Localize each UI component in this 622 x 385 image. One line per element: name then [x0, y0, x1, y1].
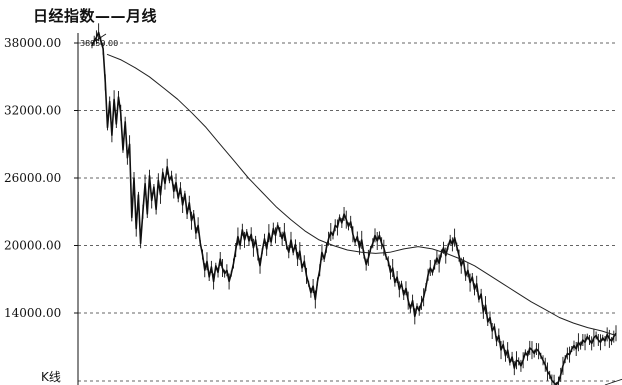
series-group [91, 23, 617, 385]
chart-title: 日经指数——月线 [33, 7, 158, 25]
y-tick-label: 32000.00 [4, 104, 61, 118]
low-leader-line [604, 378, 622, 385]
y-tick-label: 38000.00 [4, 36, 61, 50]
price-series-line [91, 31, 617, 385]
peak-annotation: 38950.00 [80, 39, 118, 48]
y-tick-label: 14000.00 [4, 306, 61, 320]
y-tick-labels: 38000.00 32000.00 26000.00 20000.00 14000.00 [4, 36, 61, 320]
peak-leader-line [91, 33, 107, 44]
gridlines [74, 42, 617, 382]
k-line-label: K线 [41, 370, 61, 384]
y-tick-label: 26000.00 [4, 171, 61, 185]
moving-average-line [106, 53, 617, 336]
y-tick-label: 20000.00 [4, 239, 61, 253]
annotations: 38950.007604.00 [80, 33, 622, 385]
